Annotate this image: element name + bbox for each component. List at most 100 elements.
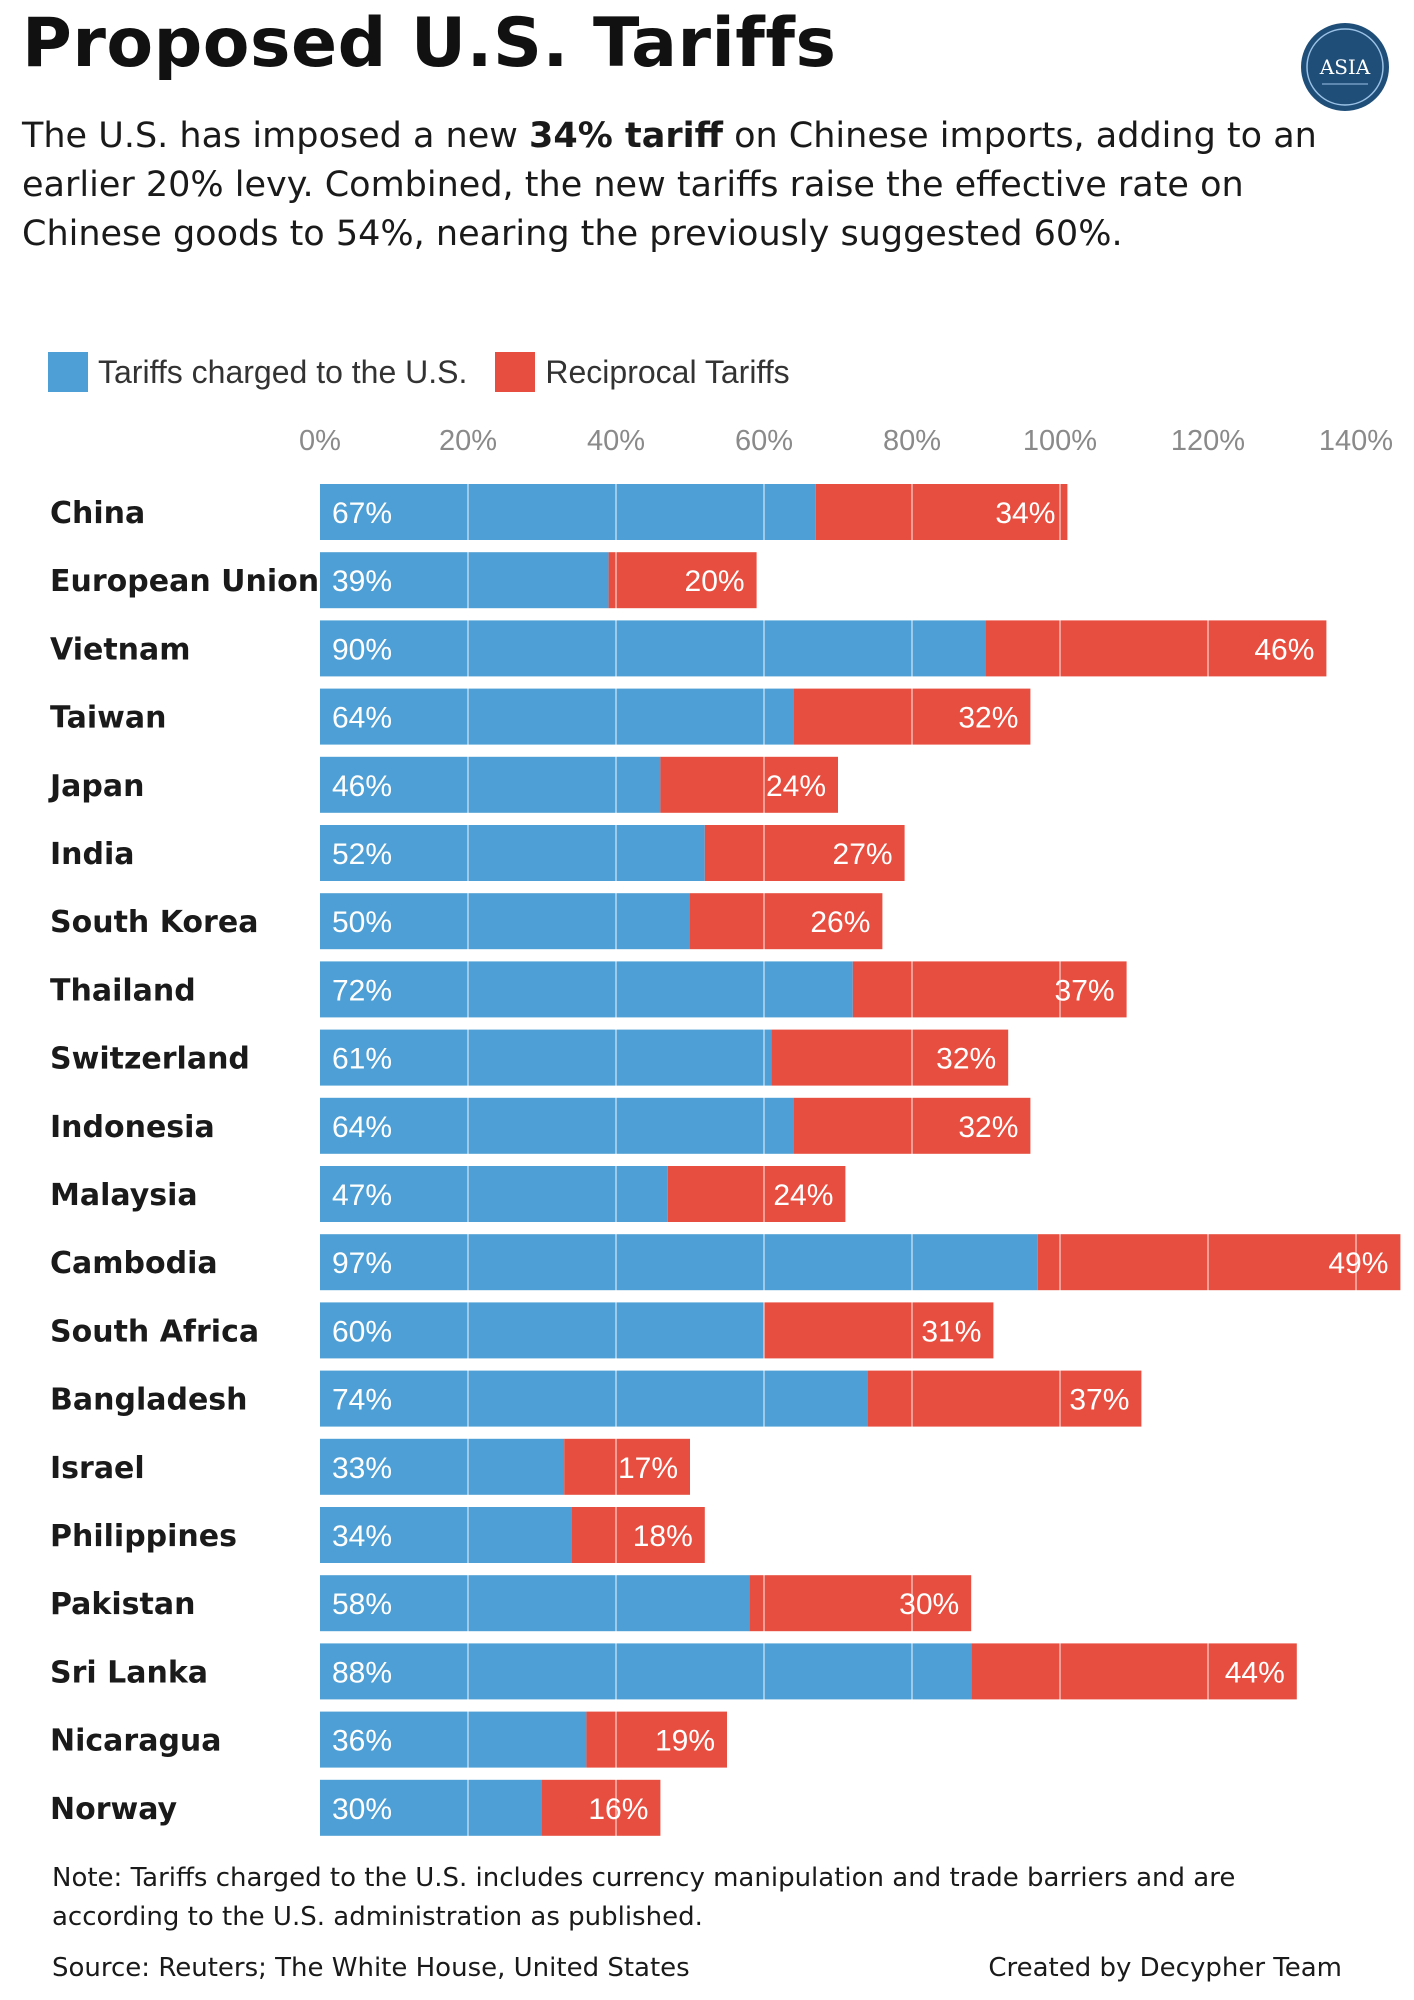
x-tick-label: 140%	[1319, 425, 1393, 457]
x-tick-label: 60%	[735, 425, 793, 457]
chart-legend: Tariffs charged to the U.S. Reciprocal T…	[48, 352, 808, 392]
legend-swatch-charged	[48, 352, 88, 392]
bar-reciprocal	[542, 1779, 661, 1836]
bar-reciprocal	[867, 1370, 1142, 1427]
bar-reciprocal	[586, 1711, 727, 1768]
data-label-charged: 74%	[332, 1384, 392, 1417]
category-label: Taiwan	[50, 701, 166, 736]
x-tick-label: 100%	[1023, 425, 1097, 457]
data-label-charged: 64%	[332, 702, 392, 735]
bar-charged	[320, 1302, 764, 1359]
data-label-charged: 97%	[332, 1247, 392, 1280]
data-label-charged: 64%	[332, 1111, 392, 1144]
category-label: Japan	[48, 769, 144, 804]
asia-logo: ASIA	[1301, 23, 1389, 111]
data-label-charged: 30%	[332, 1793, 392, 1826]
data-label-charged: 39%	[332, 565, 392, 598]
bar-charged	[320, 552, 609, 609]
bar-charged	[320, 688, 794, 745]
data-label-charged: 50%	[332, 906, 392, 939]
category-label: China	[50, 496, 145, 531]
subtitle-part1: The U.S. has imposed a new	[22, 116, 530, 156]
bar-charged	[320, 1097, 794, 1154]
category-label: European Union	[50, 564, 319, 599]
page-title: Proposed U.S. Tariffs	[22, 4, 837, 83]
data-label-charged: 88%	[332, 1656, 392, 1689]
category-label: Pakistan	[50, 1587, 195, 1622]
bar-reciprocal	[564, 1438, 690, 1495]
subtitle: The U.S. has imposed a new 34% tariff on…	[22, 112, 1392, 259]
data-label-charged: 33%	[332, 1452, 392, 1485]
bar-charged	[320, 756, 661, 813]
bar-charged	[320, 961, 853, 1018]
bar-charged	[320, 620, 986, 677]
data-label-charged: 58%	[332, 1588, 392, 1621]
category-label: South Korea	[50, 905, 258, 940]
data-label-charged: 34%	[332, 1520, 392, 1553]
x-tick-label: 80%	[883, 425, 941, 457]
bar-reciprocal	[852, 961, 1127, 1018]
category-label: Switzerland	[50, 1042, 250, 1077]
bar-charged	[320, 1643, 972, 1700]
x-tick-label: 0%	[299, 425, 341, 457]
bar-reciprocal	[704, 825, 905, 881]
bar-charged	[320, 1575, 750, 1632]
bar-reciprocal	[771, 1029, 1009, 1086]
legend-swatch-reciprocal	[495, 352, 536, 392]
bar-charged	[320, 893, 690, 950]
data-label-reciprocal: 44%	[1225, 1656, 1285, 1689]
credit-text: Created by Decypher Team	[988, 1953, 1342, 1983]
bar-reciprocal	[986, 620, 1327, 677]
category-label: South Africa	[50, 1314, 259, 1349]
data-label-reciprocal: 37%	[1055, 974, 1115, 1007]
category-label: Thailand	[50, 973, 196, 1008]
bar-reciprocal	[667, 1166, 846, 1222]
bar-reciprocal	[815, 484, 1068, 540]
bar-charged	[320, 1507, 572, 1563]
data-label-reciprocal: 37%	[1069, 1384, 1129, 1417]
data-label-charged: 36%	[332, 1725, 392, 1758]
data-label-charged: 46%	[332, 770, 392, 803]
data-label-reciprocal: 26%	[810, 906, 870, 939]
bar-reciprocal	[660, 756, 838, 813]
bar-reciprocal	[749, 1575, 972, 1632]
data-label-reciprocal: 34%	[995, 497, 1055, 530]
source-text: Source: Reuters; The White House, United…	[52, 1953, 690, 1983]
category-label: Philippines	[50, 1519, 237, 1554]
bar-charged	[320, 1234, 1038, 1291]
data-label-reciprocal: 31%	[921, 1315, 981, 1348]
bar-reciprocal	[971, 1643, 1297, 1700]
data-label-reciprocal: 18%	[633, 1520, 693, 1553]
data-label-charged: 52%	[332, 838, 392, 871]
bar-reciprocal	[690, 893, 883, 950]
subtitle-part2: on Chinese imports, adding to an earlier…	[22, 116, 1317, 254]
logo-text: ASIA	[1319, 55, 1371, 79]
bar-charged	[320, 484, 816, 540]
data-label-reciprocal: 32%	[958, 702, 1018, 735]
legend-item-reciprocal: Reciprocal Tariffs	[495, 352, 790, 392]
data-label-reciprocal: 19%	[655, 1725, 715, 1758]
bar-reciprocal	[571, 1507, 705, 1563]
category-label: India	[50, 837, 135, 872]
category-label: Vietnam	[50, 632, 191, 667]
data-label-reciprocal: 30%	[899, 1588, 959, 1621]
data-label-reciprocal: 49%	[1328, 1247, 1388, 1280]
tariff-bar-chart: 0% 20% 40% 60% 80% 100% 120% 140% China 67% 34% Eur…	[48, 425, 1401, 1840]
legend-label-reciprocal: Reciprocal Tariffs	[545, 353, 790, 390]
category-label: Malaysia	[50, 1178, 198, 1213]
legend-label-charged: Tariffs charged to the U.S.	[98, 353, 468, 390]
bar-reciprocal	[1037, 1234, 1401, 1291]
bar-charged	[320, 1166, 668, 1222]
data-label-charged: 67%	[332, 497, 392, 530]
bar-reciprocal	[608, 552, 757, 609]
bar-charged	[320, 1370, 868, 1427]
bar-charged	[320, 825, 705, 881]
category-label: Norway	[50, 1792, 178, 1827]
data-label-charged: 72%	[332, 974, 392, 1007]
bar-charged	[320, 1779, 542, 1836]
bar-charged	[320, 1711, 587, 1768]
data-label-reciprocal: 24%	[766, 770, 826, 803]
data-label-reciprocal: 46%	[1254, 633, 1314, 666]
data-label-reciprocal: 16%	[588, 1793, 648, 1826]
logo-ring	[1306, 28, 1384, 106]
